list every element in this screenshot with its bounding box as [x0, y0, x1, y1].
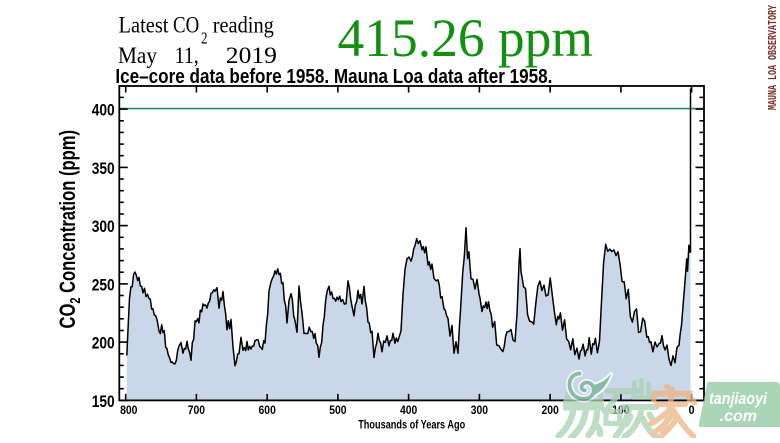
- svg-text:May: May: [118, 43, 157, 69]
- svg-text:0: 0: [689, 403, 696, 417]
- svg-text:Ice–core data before 1958. Mau: Ice–core data before 1958. Mauna Loa dat…: [115, 66, 552, 88]
- svg-text:150: 150: [92, 392, 115, 411]
- svg-text:400: 400: [92, 101, 115, 120]
- svg-text:250: 250: [92, 276, 115, 295]
- svg-text:500: 500: [329, 403, 347, 417]
- svg-text:200: 200: [541, 403, 559, 417]
- svg-text:2019: 2019: [226, 43, 277, 69]
- svg-text:11,: 11,: [175, 43, 199, 69]
- svg-text:300: 300: [92, 217, 115, 236]
- svg-text:Latest: Latest: [119, 13, 169, 39]
- svg-text:200: 200: [92, 334, 115, 353]
- svg-text:300: 300: [471, 403, 489, 417]
- svg-text:2: 2: [201, 29, 208, 48]
- svg-text:415.26 ppm: 415.26 ppm: [338, 8, 594, 68]
- svg-text:MAUNA LOA OBSERVATORY: MAUNA LOA OBSERVATORY: [766, 4, 780, 110]
- svg-text:700: 700: [188, 403, 206, 417]
- svg-text:CO: CO: [173, 13, 199, 39]
- svg-text:400: 400: [400, 403, 418, 417]
- svg-text:350: 350: [92, 159, 115, 178]
- svg-text:reading: reading: [213, 13, 274, 39]
- svg-text:CO2 Concentration (ppm): CO2 Concentration (ppm): [55, 130, 84, 329]
- svg-text:600: 600: [259, 403, 277, 417]
- svg-text:Thousands of Years Ago: Thousands of Years Ago: [358, 418, 465, 432]
- svg-text:800: 800: [120, 403, 138, 417]
- svg-text:.com: .com: [720, 408, 757, 425]
- svg-text:tanjiaoyi: tanjiaoyi: [709, 389, 768, 408]
